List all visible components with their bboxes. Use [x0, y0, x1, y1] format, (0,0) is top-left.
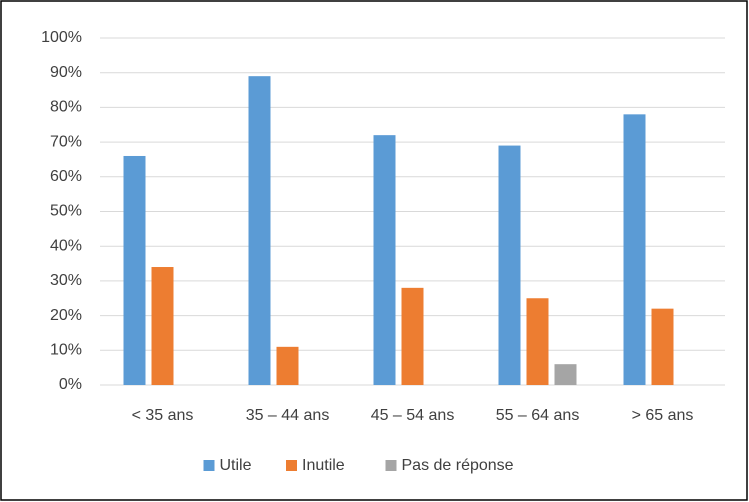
x-tick-label: > 65 ans	[632, 407, 694, 424]
bar	[276, 346, 299, 385]
bar	[526, 298, 549, 385]
y-tick-label: 50%	[50, 203, 82, 220]
legend-swatch	[385, 460, 397, 471]
y-tick-label: 40%	[50, 237, 82, 254]
y-tick-label: 60%	[50, 168, 82, 185]
bar	[651, 308, 674, 385]
bar	[554, 364, 577, 385]
legend-swatch	[203, 460, 215, 471]
y-tick-label: 80%	[50, 99, 82, 116]
x-tick-label: 55 – 64 ans	[496, 407, 580, 424]
bar	[623, 114, 646, 385]
bar	[498, 145, 521, 385]
legend-label: Pas de réponse	[402, 457, 514, 474]
legend-label: Inutile	[302, 457, 345, 474]
y-tick-label: 10%	[50, 342, 82, 359]
y-tick-label: 70%	[50, 133, 82, 150]
y-tick-label: 90%	[50, 64, 82, 81]
x-tick-label: 45 – 54 ans	[371, 407, 455, 424]
bar	[151, 267, 174, 385]
y-tick-label: 30%	[50, 272, 82, 289]
x-tick-label: 35 – 44 ans	[246, 407, 330, 424]
y-tick-label: 20%	[50, 307, 82, 324]
y-tick-label: 100%	[41, 29, 82, 46]
bar	[248, 76, 271, 386]
legend-swatch	[286, 460, 297, 471]
bar	[373, 135, 396, 385]
y-tick-label: 0%	[59, 376, 82, 393]
bar	[123, 155, 146, 385]
x-tick-label: < 35 ans	[132, 407, 194, 424]
bar	[401, 287, 424, 385]
legend-label: Utile	[220, 457, 252, 474]
